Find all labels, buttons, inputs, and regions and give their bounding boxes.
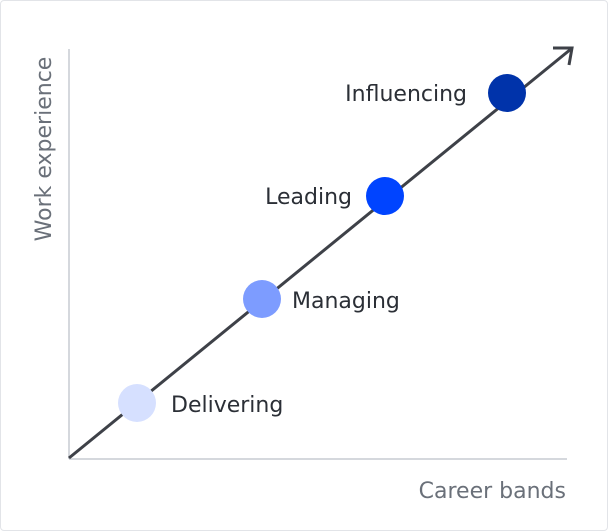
- stage-dot-leading: [366, 177, 404, 215]
- stage-dot-delivering: [118, 384, 156, 422]
- y-axis-label: Work experience: [32, 57, 57, 242]
- stage-label-leading: Leading: [265, 185, 352, 210]
- arrow-head-icon: [553, 46, 574, 66]
- trend-line: [68, 47, 572, 460]
- stage-dot-managing: [243, 280, 281, 318]
- stage-label-influencing: Influencing: [345, 82, 467, 107]
- stage-dot-influencing: [488, 74, 526, 112]
- x-axis-label: Career bands: [419, 479, 566, 504]
- stage-label-delivering: Delivering: [171, 393, 283, 418]
- stage-label-managing: Managing: [292, 289, 400, 314]
